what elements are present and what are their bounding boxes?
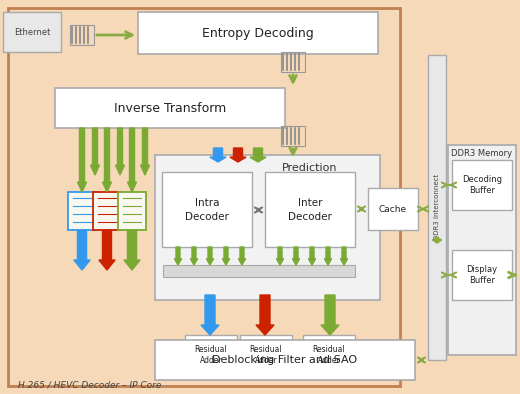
FancyArrow shape <box>127 128 136 192</box>
FancyArrow shape <box>277 247 283 265</box>
Bar <box>162 172 252 247</box>
FancyArrow shape <box>210 148 226 162</box>
Text: Entropy Decoding: Entropy Decoding <box>202 26 314 39</box>
Text: Inverse Transform: Inverse Transform <box>114 102 226 115</box>
Text: Display
Buffer: Display Buffer <box>466 265 498 285</box>
FancyArrow shape <box>140 128 150 175</box>
Bar <box>368 188 418 230</box>
FancyArrow shape <box>238 247 245 265</box>
Bar <box>281 126 305 146</box>
FancyArrow shape <box>321 295 339 335</box>
FancyArrow shape <box>223 247 230 265</box>
FancyArrow shape <box>74 230 90 270</box>
Text: Residual
Adder: Residual Adder <box>250 345 282 365</box>
Bar <box>448 145 516 355</box>
Bar <box>281 52 305 72</box>
Bar <box>3 12 61 52</box>
Bar <box>138 12 378 54</box>
Bar <box>265 172 355 247</box>
Text: DDR3 Interconnect: DDR3 Interconnect <box>434 174 440 240</box>
FancyArrow shape <box>250 148 266 162</box>
Text: Decoding
Buffer: Decoding Buffer <box>462 175 502 195</box>
Text: Inter
Decoder: Inter Decoder <box>288 199 332 221</box>
Bar <box>240 335 292 375</box>
Text: Cache: Cache <box>379 204 407 214</box>
Text: Residual
Adder: Residual Adder <box>313 345 345 365</box>
Bar <box>428 55 446 360</box>
Text: Intra
Decoder: Intra Decoder <box>185 199 229 221</box>
FancyArrow shape <box>99 230 115 270</box>
FancyArrow shape <box>102 128 111 192</box>
FancyArrow shape <box>201 295 219 335</box>
FancyArrow shape <box>124 230 140 270</box>
FancyArrow shape <box>190 247 198 265</box>
Bar <box>155 340 415 380</box>
FancyArrow shape <box>77 128 86 192</box>
FancyArrow shape <box>341 247 347 265</box>
FancyArrow shape <box>174 247 181 265</box>
Bar <box>452 160 512 210</box>
Text: Deblocking Filter and SAO: Deblocking Filter and SAO <box>213 355 358 365</box>
FancyArrow shape <box>90 128 99 175</box>
Bar <box>70 25 94 45</box>
FancyArrow shape <box>206 247 214 265</box>
Bar <box>452 250 512 300</box>
FancyArrow shape <box>230 148 246 162</box>
Text: DDR3 Memory: DDR3 Memory <box>451 149 513 158</box>
Bar <box>55 88 285 128</box>
Bar <box>8 8 400 386</box>
Bar <box>163 265 355 277</box>
Text: Residual
Adder: Residual Adder <box>194 345 227 365</box>
FancyArrow shape <box>308 247 316 265</box>
FancyArrow shape <box>324 247 332 265</box>
Bar <box>155 155 380 300</box>
Text: Ethernet: Ethernet <box>14 28 50 37</box>
FancyArrow shape <box>256 295 274 335</box>
Text: Prediction: Prediction <box>282 163 338 173</box>
Bar <box>118 192 146 230</box>
Bar <box>303 335 355 375</box>
Bar <box>185 335 237 375</box>
FancyArrow shape <box>292 247 300 265</box>
Bar <box>93 192 121 230</box>
Text: H.265 / HEVC Decoder – IP Core: H.265 / HEVC Decoder – IP Core <box>18 381 161 390</box>
Bar <box>68 192 96 230</box>
FancyArrow shape <box>115 128 124 175</box>
